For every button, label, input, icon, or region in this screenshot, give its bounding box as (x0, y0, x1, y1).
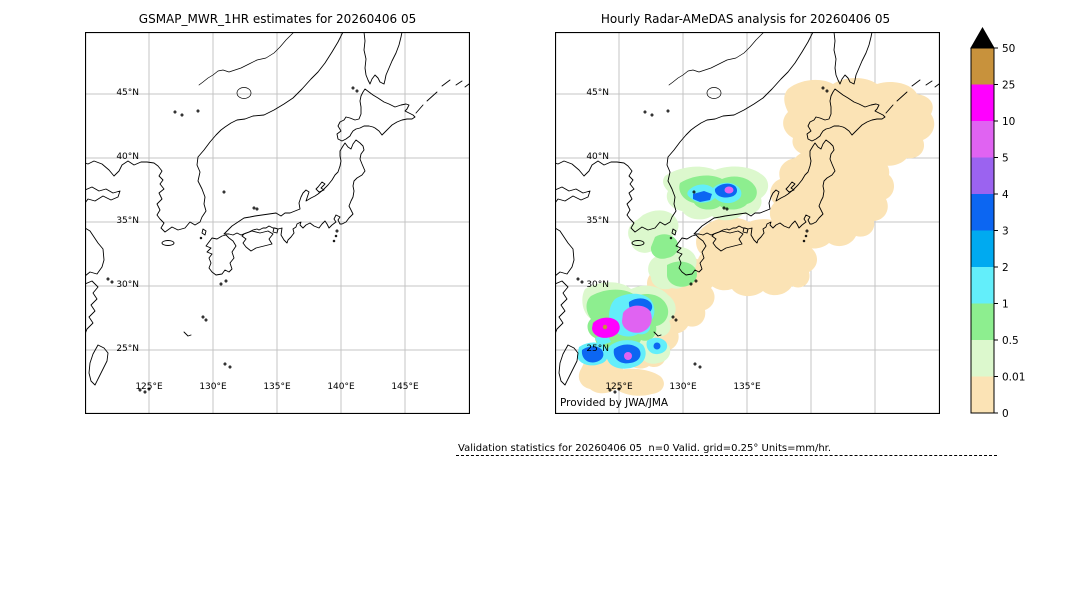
lat-label-40n: 40°N (586, 152, 609, 162)
left-gridlines (85, 32, 470, 414)
cb-label-05: 0.5 (1002, 335, 1019, 347)
precipitation-overlay (577, 78, 935, 396)
radar-amedas-map-panel: 45°N 40°N 35°N 30°N 25°N 125°E 130°E 135… (555, 32, 940, 414)
lat-label-35n: 35°N (586, 216, 609, 226)
cb-label-10: 10 (1002, 116, 1015, 128)
lon-label-130e: 130°E (669, 382, 697, 392)
precip-orchid-5-10 (622, 186, 734, 360)
cb-label-0: 0 (1002, 408, 1009, 420)
cb-label-3: 3 (1002, 226, 1009, 238)
colorbar-segments (971, 48, 994, 413)
right-lon-labels: 125°E 130°E 135°E (605, 382, 761, 392)
right-panel-title: Hourly Radar-AMeDAS analysis for 2026040… (600, 12, 891, 26)
cb-label-50: 50 (1002, 43, 1015, 55)
right-lat-labels: 45°N 40°N 35°N 30°N 25°N (586, 88, 609, 354)
left-lon-labels: 125°E 130°E 135°E 140°E 145°E (135, 382, 419, 392)
lon-label-130e: 130°E (199, 382, 227, 392)
gsmap-map-panel: 45°N 40°N 35°N 30°N 25°N 125°E 130°E 135… (85, 32, 470, 414)
precip-tan-0-001 (578, 78, 935, 396)
lat-label-40n: 40°N (116, 152, 139, 162)
cb-label-2: 2 (1002, 262, 1009, 274)
precipitation-colorbar: 50 25 10 5 4 3 2 1 0.5 0.01 0 (970, 26, 1025, 420)
colorbar-ticks (994, 47, 998, 414)
lat-label-25n: 25°N (586, 344, 609, 354)
lat-label-35n: 35°N (116, 216, 139, 226)
lon-label-125e: 125°E (135, 382, 163, 392)
lon-label-135e: 135°E (733, 382, 761, 392)
cb-label-5: 5 (1002, 153, 1009, 165)
lon-label-135e: 135°E (263, 382, 291, 392)
lat-label-30n: 30°N (116, 280, 139, 290)
data-credit: Provided by JWA/JMA (560, 397, 669, 409)
cb-label-001: 0.01 (1002, 372, 1025, 384)
lon-label-140e: 140°E (327, 382, 355, 392)
cb-label-1: 1 (1002, 299, 1009, 311)
colorbar-over-triangle (970, 26, 995, 49)
left-panel-title: GSMAP_MWR_1HR estimates for 20260406 05 (138, 12, 417, 26)
lat-label-45n: 45°N (586, 88, 609, 98)
precip-heavy-spot-25-50 (602, 324, 608, 330)
left-map-border (85, 32, 470, 414)
lat-label-25n: 25°N (116, 344, 139, 354)
lon-label-125e: 125°E (605, 382, 633, 392)
colorbar-tick-labels: 50 25 10 5 4 3 2 1 0.5 0.01 0 (1002, 43, 1025, 420)
lon-label-145e: 145°E (391, 382, 419, 392)
left-lat-labels: 45°N 40°N 35°N 30°N 25°N (116, 88, 139, 354)
cb-label-4: 4 (1002, 189, 1009, 201)
footer-dashed-divider (456, 455, 997, 456)
validation-stats-line: Validation statistics for 20260406 05 n=… (458, 443, 832, 454)
lat-label-45n: 45°N (116, 88, 139, 98)
cb-label-25: 25 (1002, 80, 1015, 92)
right-map-border (555, 32, 940, 414)
lat-label-30n: 30°N (586, 280, 609, 290)
